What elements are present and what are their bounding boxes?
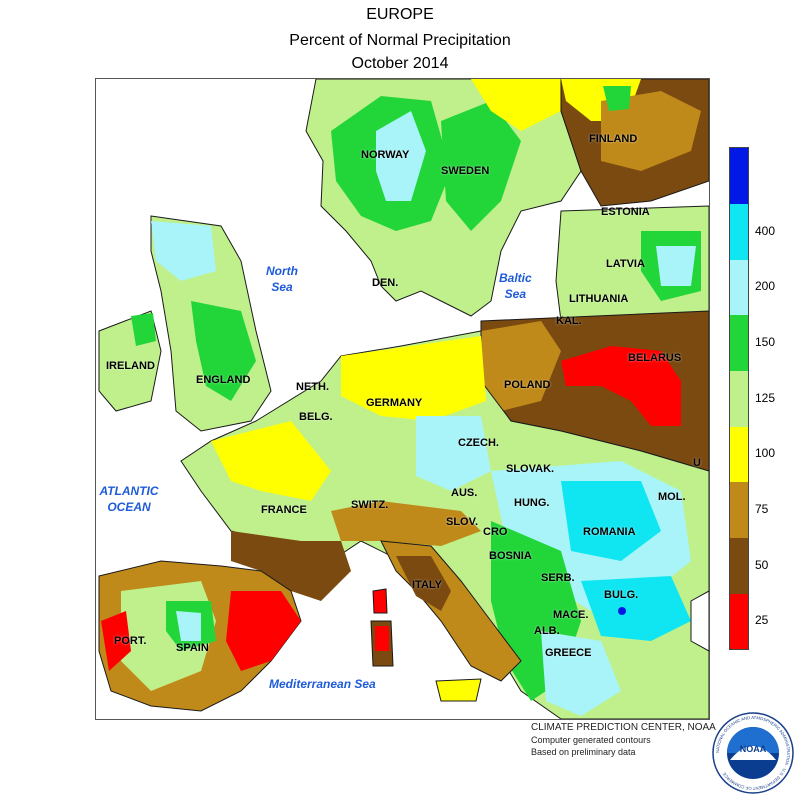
legend-label: 400 [755, 223, 776, 238]
country-label-estonia: ESTONIA [601, 206, 650, 218]
italy-dry-zone [396, 556, 451, 611]
country-label-mol: MOL. [658, 491, 686, 503]
legend-label: 150 [755, 334, 776, 349]
legend-label: 75 [755, 501, 769, 516]
country-label-norway: NORWAY [361, 149, 410, 161]
country-label-italy: ITALY [412, 579, 442, 591]
country-label-port: PORT. [114, 635, 147, 647]
sea-label-mediterranean: Mediterranean Sea [269, 677, 376, 691]
country-label-germany: GERMANY [366, 397, 423, 409]
country-label-u: U [693, 457, 701, 469]
latvia-very-wet [656, 246, 696, 286]
czech-austria-very-wet [416, 416, 491, 491]
sea-label-baltic-sea: Baltic Sea [499, 271, 532, 301]
north-sweden-dry-zone [471, 79, 561, 131]
bulgaria-max-spot [618, 607, 626, 615]
legend-swatch [730, 259, 748, 316]
france-yellow-north [211, 421, 331, 501]
legend-label: 50 [755, 557, 769, 572]
color-legend [729, 147, 749, 650]
country-label-den: DEN. [372, 277, 399, 289]
country-label-belg: BELG. [299, 411, 333, 423]
country-label-serb: SERB. [541, 572, 575, 584]
romania-wet-core [561, 481, 661, 561]
country-label-lithuania: LITHUANIA [569, 293, 629, 305]
black-sea-edge [690, 590, 709, 652]
sweden-wet-zone [441, 101, 521, 231]
map-canvas [98, 79, 709, 719]
greece-wet-zone [541, 631, 621, 716]
legend-swatch [730, 148, 748, 204]
sicily-landmass [435, 678, 482, 702]
country-label-alb: ALB. [534, 625, 560, 637]
country-label-france: FRANCE [261, 504, 307, 516]
country-label-mace: MACE. [553, 609, 589, 621]
country-label-sweden: SWEDEN [441, 165, 490, 177]
england-wet-zone [191, 301, 256, 401]
country-label-bulg: BULG. [604, 589, 639, 601]
map-title: EUROPE [366, 6, 434, 23]
noaa-logo: NATIONAL OCEANIC AND ATMOSPHERIC ADMINIS… [712, 712, 794, 794]
legend-swatch [730, 426, 748, 483]
east-spain-severe-dry [226, 591, 301, 671]
country-label-belarus: BELARUS [628, 352, 682, 364]
alpine-tan-belt [331, 501, 481, 546]
country-label-romania: ROMANIA [583, 526, 636, 538]
map-subtitle: Percent of Normal Precipitation [289, 32, 511, 49]
legend-swatch [730, 482, 748, 538]
sardinia-severe-dry [375, 626, 389, 651]
country-label-england: ENGLAND [196, 374, 251, 386]
finland-tan-zone [601, 91, 701, 171]
sea-label-north-sea: North Sea [266, 264, 298, 294]
legend-swatch [730, 537, 748, 594]
legend-label: 25 [755, 613, 769, 628]
norway-very-wet-zone [376, 111, 426, 201]
scotland-very-wet [151, 221, 216, 281]
map-period: October 2014 [351, 55, 449, 72]
portugal-severe-dry [101, 611, 131, 671]
south-france-dry-zone [231, 531, 351, 601]
legend-label: 200 [755, 279, 776, 294]
legend-swatch [730, 315, 748, 371]
country-label-greece: GREECE [545, 647, 592, 659]
germany-yellow-zone [341, 336, 486, 421]
country-label-finland: FINLAND [589, 133, 638, 145]
finland-green-pocket [603, 86, 631, 111]
precipitation-map: FINLAND NORWAY SWEDEN ESTONIA LATVIA LIT… [95, 78, 710, 720]
legend-label: 100 [755, 446, 776, 461]
country-label-ireland: IRELAND [106, 360, 155, 372]
bulgaria-wet-zone [581, 576, 691, 641]
country-label-latvia: LATVIA [606, 258, 645, 270]
legend-label: 125 [755, 390, 776, 405]
credit-data-note: Based on preliminary data [531, 747, 636, 757]
country-label-aus: AUS. [451, 487, 478, 499]
credit-agency: CLIMATE PREDICTION CENTER, NOAA [531, 722, 716, 733]
poland-tan-zone [481, 321, 561, 411]
country-label-neth: NETH. [296, 381, 329, 393]
corsica-severe-dry [372, 588, 388, 614]
spain-very-wet [176, 611, 201, 641]
country-label-switz: SWITZ. [351, 499, 389, 511]
country-label-hung: HUNG. [514, 497, 550, 509]
country-label-slovak: SLOVAK. [506, 463, 555, 475]
country-label-bosnia: BOSNIA [489, 550, 532, 562]
country-label-spain: SPAIN [176, 642, 209, 654]
country-label-poland: POLAND [504, 379, 551, 391]
country-label-czech: CZECH. [458, 437, 499, 449]
country-label-slov: SLOV. [446, 516, 478, 528]
ireland-wet-pocket [131, 313, 156, 346]
belarus-severe-dry [561, 346, 681, 426]
credit-method: Computer generated contours [531, 735, 651, 745]
sea-label-atlantic-ocean: ATLANTIC OCEAN [99, 484, 159, 514]
legend-swatch [730, 203, 748, 260]
legend-swatch [730, 593, 748, 650]
noaa-logo-text: NOAA [740, 744, 767, 754]
legend-swatch [730, 370, 748, 427]
country-label-kal: KAL. [556, 315, 582, 327]
country-label-cro: CRO [483, 526, 508, 538]
